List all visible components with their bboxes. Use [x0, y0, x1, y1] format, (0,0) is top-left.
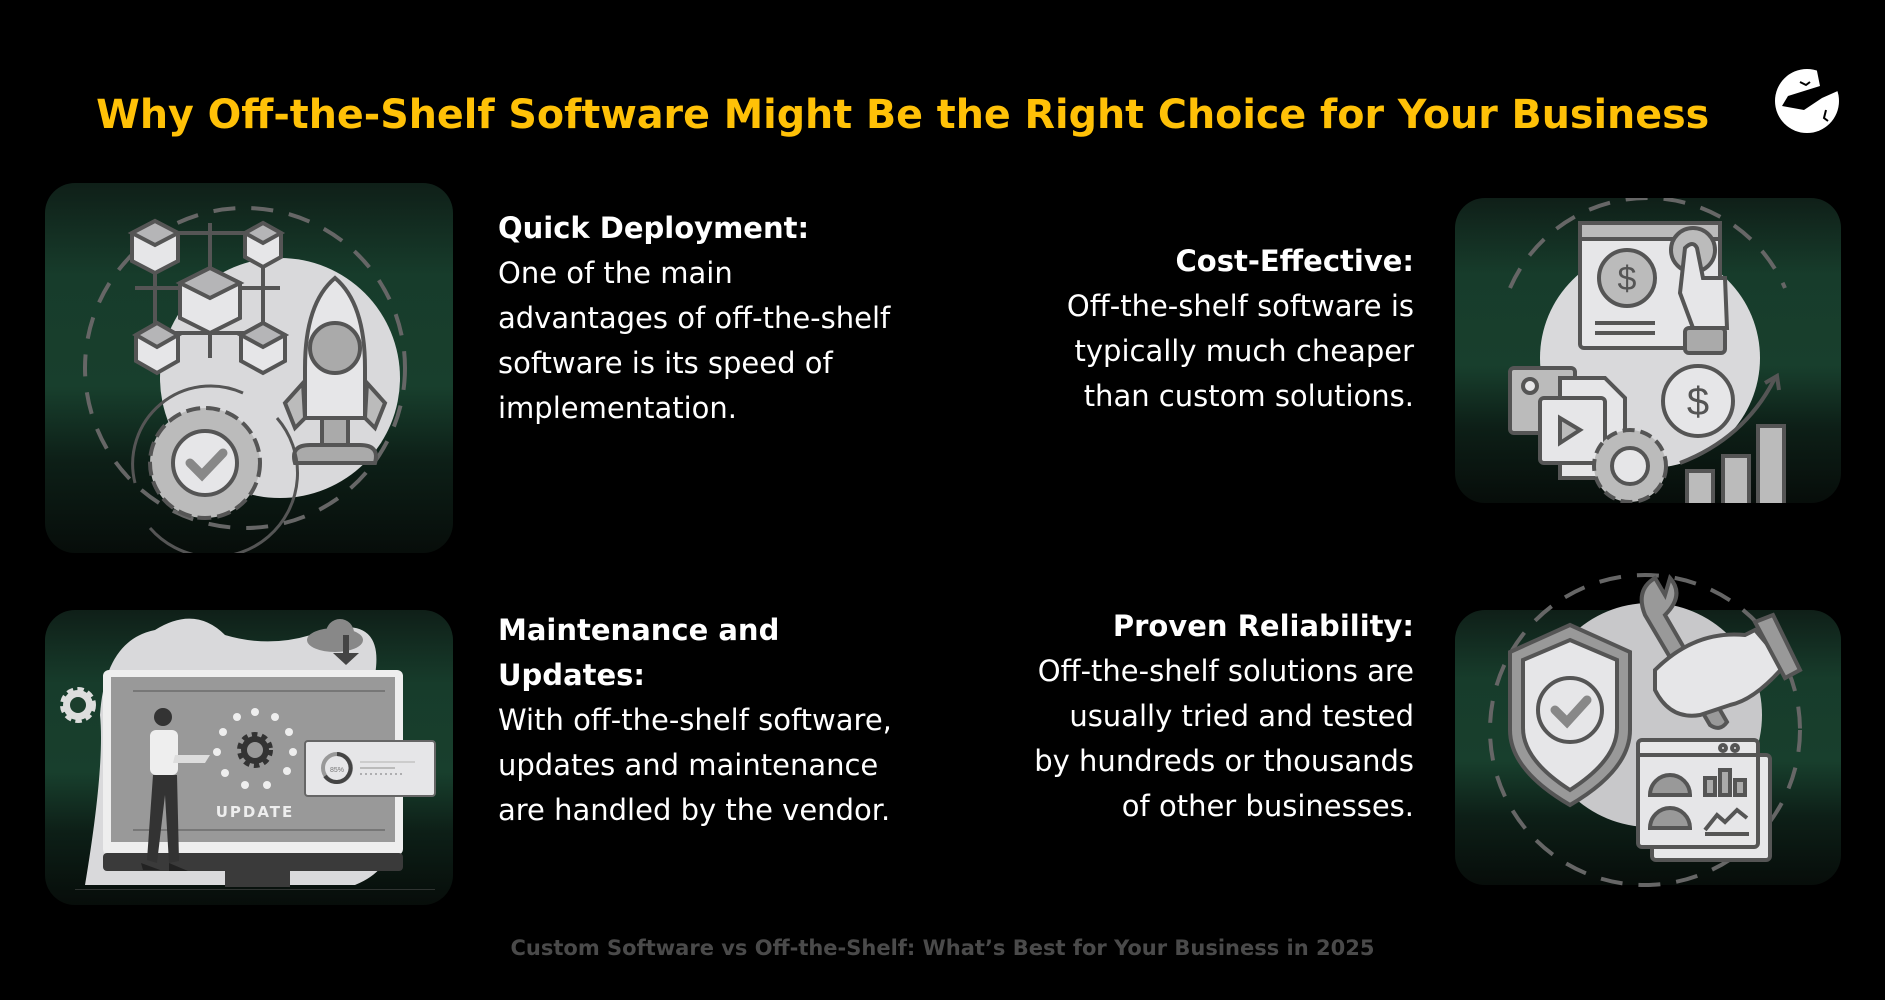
dollar-coin-icon: $ — [1661, 364, 1735, 438]
section-maintenance-updates: Maintenance and Updates: With off-the-sh… — [498, 608, 898, 833]
bar-chart-growth-icon — [1679, 372, 1786, 503]
footer-caption: Custom Software vs Off-the-Shelf: What’s… — [510, 936, 1375, 960]
update-illustration: UPDATE 85% — [45, 610, 453, 905]
section-heading: Proven Reliability: — [1112, 609, 1414, 643]
gear-loading-icon — [213, 708, 297, 789]
section-proven-reliability: Proven Reliability: Off-the-shelf soluti… — [1030, 604, 1414, 829]
section-body: With off-the-shelf software, updates and… — [498, 703, 892, 827]
progress-label: 85% — [330, 767, 344, 774]
shield-check-icon — [1508, 622, 1632, 808]
hand-pointer-icon — [1669, 226, 1730, 355]
rocket-icon — [282, 275, 388, 465]
cloud-download-icon — [307, 619, 363, 665]
lizard-logo-icon — [1775, 68, 1840, 133]
page-title-text: Why Off-the-Shelf Software Might Be the … — [95, 92, 1710, 138]
page-title: Why Off-the-Shelf Software Might Be the … — [0, 92, 1885, 138]
refresh-arrows-icon — [131, 384, 300, 553]
gear-icon — [1592, 428, 1668, 503]
section-body: Off-the-shelf solutions are usually trie… — [1034, 654, 1414, 823]
section-body: One of the main advantages of off-the-sh… — [498, 256, 891, 425]
reliability-illustration — [1455, 560, 1841, 890]
section-body: Off-the-shelf software is typically much… — [1066, 289, 1414, 413]
hand-wrench-icon — [1639, 573, 1803, 730]
deployment-illustration — [45, 183, 453, 553]
person-with-laptop-icon — [141, 708, 210, 871]
section-heading: Quick Deployment: — [498, 211, 810, 245]
dashboard-window-icon — [1636, 738, 1772, 862]
svg-text:$: $ — [1618, 260, 1637, 298]
svg-text:$: $ — [1687, 380, 1709, 424]
gear-check-icon — [148, 406, 262, 520]
section-cost-effective: Cost-Effective: Off-the-shelf software i… — [1030, 239, 1414, 419]
progress-card-icon: 85% — [304, 740, 436, 797]
section-quick-deployment: Quick Deployment: One of the main advant… — [498, 206, 898, 431]
section-heading: Maintenance and Updates: — [498, 613, 780, 692]
gear-icon — [60, 687, 96, 723]
cost-illustration: $ $ — [1455, 198, 1841, 503]
section-heading: Cost-Effective: — [1175, 244, 1415, 278]
update-screen-label: UPDATE — [216, 803, 295, 821]
